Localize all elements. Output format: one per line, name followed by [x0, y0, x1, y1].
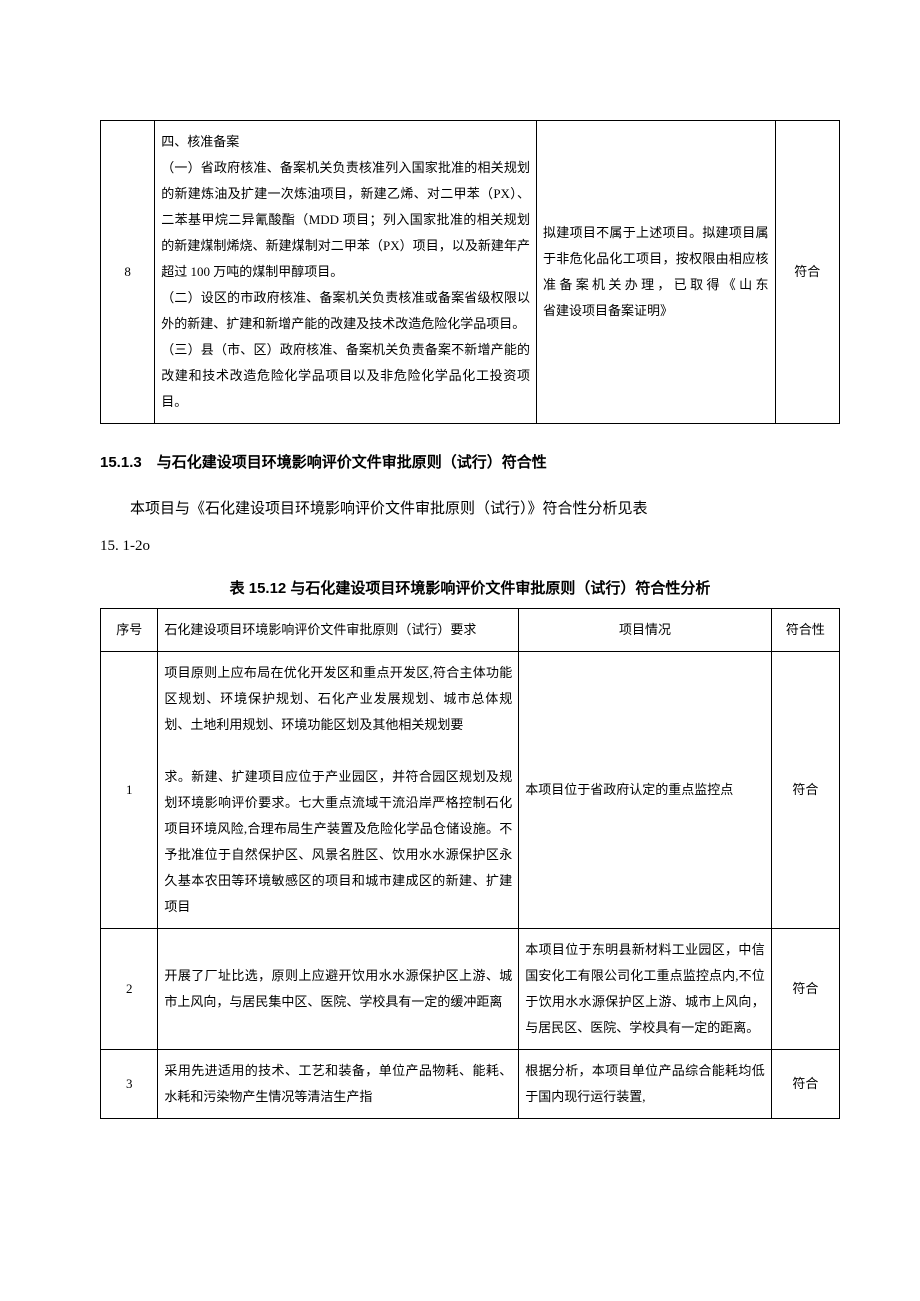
cell-seq: 3	[101, 1049, 158, 1118]
header-situation: 项目情况	[519, 608, 771, 651]
cell-requirement: 采用先进适用的技术、工艺和装备，单位产品物耗、能耗、水耗和污染物产生情况等清洁生…	[158, 1049, 519, 1118]
table-row: 3 采用先进适用的技术、工艺和装备，单位产品物耗、能耗、水耗和污染物产生情况等清…	[101, 1049, 840, 1118]
cell-requirement: 四、核准备案 （一）省政府核准、备案机关负责核准列入国家批准的相关规划的新建炼油…	[155, 121, 537, 424]
cell-seq: 8	[101, 121, 155, 424]
cell-situation: 本项目位于东明县新材料工业园区，中信国安化工有限公司化工重点监控点内,不位于饮用…	[519, 928, 771, 1049]
cell-conformity: 符合	[775, 121, 840, 424]
cell-conformity: 符合	[771, 928, 839, 1049]
table-row: 8 四、核准备案 （一）省政府核准、备案机关负责核准列入国家批准的相关规划的新建…	[101, 121, 840, 424]
header-conformity: 符合性	[771, 608, 839, 651]
cell-conformity: 符合	[771, 651, 839, 928]
table-caption-15-12: 表 15.12 与石化建设项目环境影响评价文件审批原则（试行）符合性分析	[100, 575, 840, 604]
header-requirement: 石化建设项目环境影响评价文件审批原则（试行）要求	[158, 608, 519, 651]
cell-situation: 本项目位于省政府认定的重点监控点	[519, 651, 771, 928]
table-row: 1 项目原则上应布局在优化开发区和重点开发区,符合主体功能区规划、环境保护规划、…	[101, 651, 840, 928]
table-conformity-analysis: 序号 石化建设项目环境影响评价文件审批原则（试行）要求 项目情况 符合性 1 项…	[100, 608, 840, 1119]
paragraph-intro: 本项目与《石化建设项目环境影响评价文件审批原则（试行）》符合性分析见表	[100, 493, 840, 526]
header-seq: 序号	[101, 608, 158, 651]
table-header-row: 序号 石化建设项目环境影响评价文件审批原则（试行）要求 项目情况 符合性	[101, 608, 840, 651]
document-page: 8 四、核准备案 （一）省政府核准、备案机关负责核准列入国家批准的相关规划的新建…	[0, 0, 920, 1199]
table-approval-record: 8 四、核准备案 （一）省政府核准、备案机关负责核准列入国家批准的相关规划的新建…	[100, 120, 840, 424]
header-req-bottom: 石化建设项目环境影响评价文件审批原则（试行）要求	[164, 617, 512, 643]
table-row: 2 开展了厂址比选，原则上应避开饮用水水源保护区上游、城市上风向，与居民集中区、…	[101, 928, 840, 1049]
cell-requirement: 开展了厂址比选，原则上应避开饮用水水源保护区上游、城市上风向，与居民集中区、医院…	[158, 928, 519, 1049]
cell-seq: 1	[101, 651, 158, 928]
cell-requirement: 项目原则上应布局在优化开发区和重点开发区,符合主体功能区规划、环境保护规划、石化…	[158, 651, 519, 928]
paragraph-ref: 15. 1-2o	[100, 532, 840, 561]
cell-situation: 拟建项目不属于上述项目。拟建项目属于非危化品化工项目，按权限由相应核准备案机关办…	[537, 121, 775, 424]
cell-seq: 2	[101, 928, 158, 1049]
cell-conformity: 符合	[771, 1049, 839, 1118]
section-heading-15-1-3: 15.1.3 与石化建设项目环境影响评价文件审批原则（试行）符合性	[100, 449, 840, 478]
cell-situation: 根据分析，本项目单位产品综合能耗均低于国内现行运行装置,	[519, 1049, 771, 1118]
